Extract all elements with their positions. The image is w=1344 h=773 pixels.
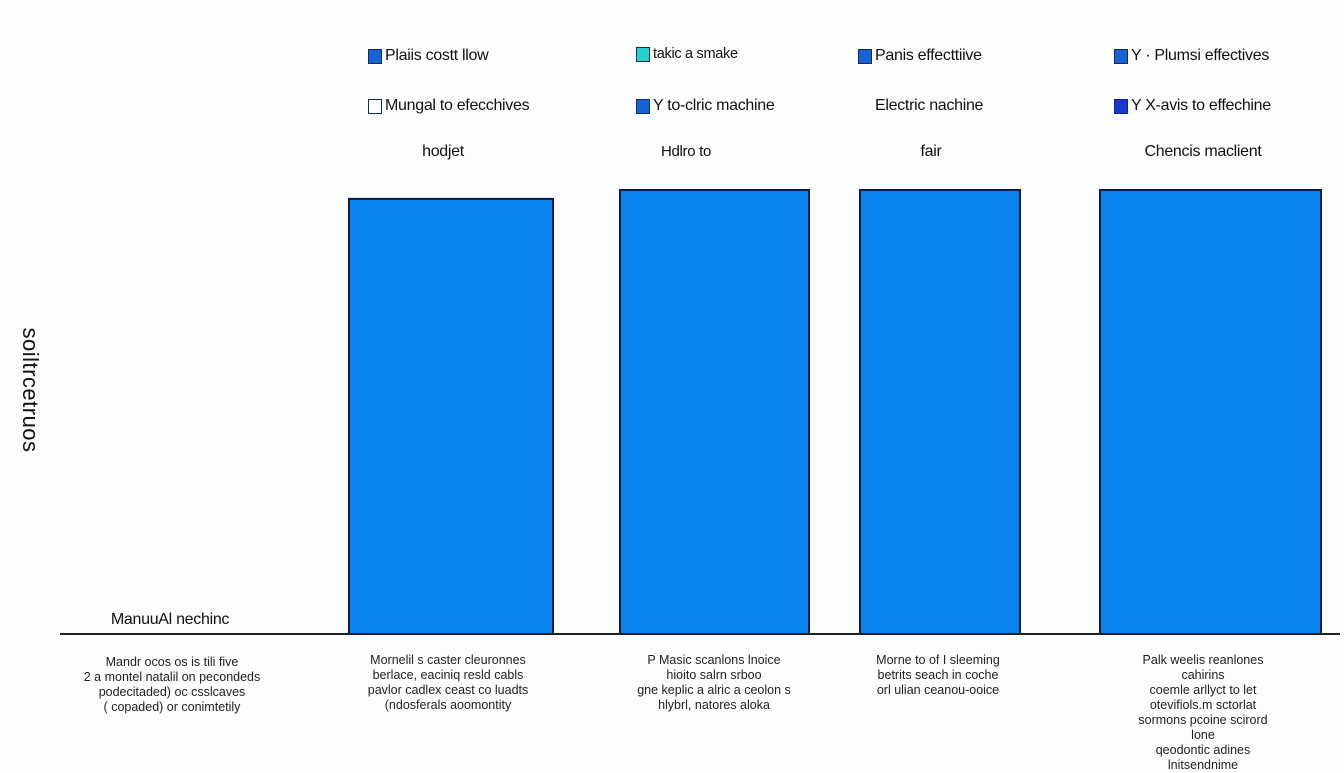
bar <box>1099 189 1322 635</box>
category-description: Mornelil s caster cleuronnes berlace, ea… <box>367 653 529 712</box>
legend-label: Y X-avis to effechine <box>1131 97 1271 114</box>
category-label: Hdlro to <box>660 143 712 160</box>
legend-label: Electric nachine <box>875 97 984 114</box>
category-description: P Masic scanlons lnoice hioito salrn srb… <box>637 653 791 712</box>
bars-group <box>348 189 1322 635</box>
legend-label: Mungal to efecchives <box>385 97 530 114</box>
legend-item: Y to-clric machine <box>636 97 775 115</box>
legend-swatch <box>858 48 872 64</box>
legend-label: Y · Plumsi effectives <box>1131 47 1270 64</box>
legend-item: Plaiis costt llow <box>368 47 489 65</box>
category-label: Chencis maclient <box>1144 143 1262 160</box>
legend-item: Electric nachine <box>875 97 983 115</box>
category-description: Palk weelis reanlones cahirins coemle ar… <box>1138 653 1268 772</box>
category-description: Mandr ocos os is tili five 2 a montel na… <box>83 655 261 714</box>
legend-swatch <box>368 48 382 64</box>
category-label: ManuuAl nechinc <box>110 611 230 628</box>
bar <box>348 197 554 635</box>
legend-label: Panis effecttiive <box>875 47 982 64</box>
category-label: fair <box>920 143 942 160</box>
legend-item: Y X-avis to effechine <box>1114 97 1271 115</box>
legend-label: Plaiis costt llow <box>385 47 489 64</box>
legend-swatch <box>636 98 650 114</box>
legend-label: takic a smake <box>653 46 738 62</box>
bar <box>859 189 1021 635</box>
legend-item: Y · Plumsi effectives <box>1114 47 1269 65</box>
legend-swatch <box>1114 98 1128 114</box>
legend-label: Y to-clric machine <box>653 97 775 114</box>
category-description: Morne to of I sleeming betrits seach in … <box>876 653 1000 697</box>
legend-swatch <box>636 46 650 62</box>
bar <box>619 189 810 635</box>
legend-item: Panis effecttiive <box>858 47 982 65</box>
category-label: hodjet <box>422 143 464 160</box>
y-axis-label: soiltrcetruos <box>18 327 43 453</box>
legend-item: Mungal to efecchives <box>368 97 530 115</box>
legend-swatch <box>1114 48 1128 64</box>
legend-item: takic a smake <box>636 46 738 62</box>
legend-swatch <box>368 98 382 114</box>
